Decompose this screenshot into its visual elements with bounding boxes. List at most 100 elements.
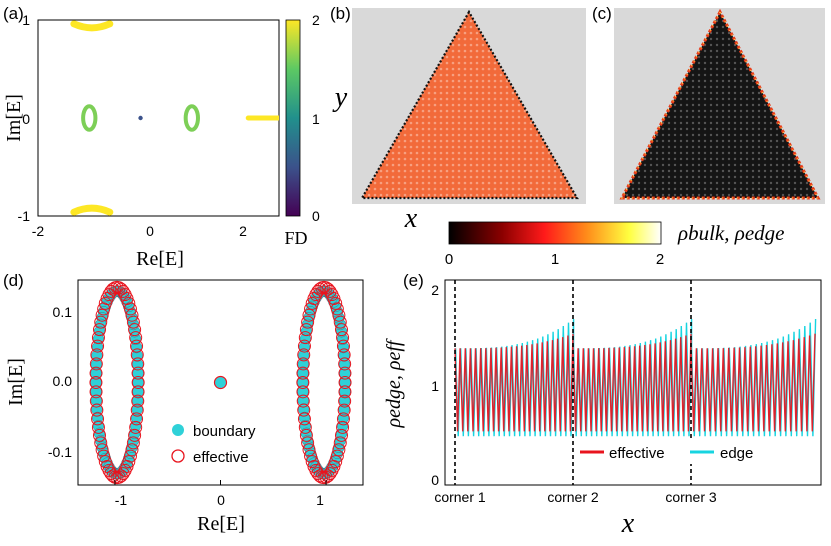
- effective-point: [130, 412, 144, 426]
- effective-point: [130, 348, 144, 362]
- panel-d-label: (d): [3, 271, 24, 290]
- d-ylabel: Im[E]: [5, 358, 27, 406]
- effective-point: [297, 348, 311, 362]
- effective-point: [338, 385, 352, 399]
- effective-point: [131, 366, 145, 380]
- fd-colorbar: [285, 19, 301, 217]
- panel-a-axes: [37, 19, 280, 217]
- panel-c: (c): [592, 4, 825, 204]
- effective-point: [332, 443, 346, 457]
- a-ytick: 1: [22, 12, 30, 28]
- effective-point: [213, 375, 228, 390]
- effective-point: [97, 302, 111, 316]
- effective-point: [338, 366, 352, 380]
- effective-point: [311, 284, 325, 298]
- effective-point: [94, 315, 108, 329]
- panel-a-yticks: 1 0 -1: [18, 12, 31, 224]
- effective-point: [297, 339, 311, 353]
- effective-point: [338, 357, 352, 371]
- panel-e-marks: [454, 318, 817, 437]
- effective-point: [302, 308, 316, 322]
- hot-colorbar: 0 1 2 ρbulk, ρedge: [445, 221, 785, 268]
- effective-point: [91, 331, 105, 345]
- effective-point: [125, 308, 139, 322]
- effective-point: [336, 339, 350, 353]
- effective-point: [104, 284, 118, 298]
- effective-point: [334, 323, 348, 337]
- effective-point: [296, 385, 310, 399]
- panel-e-label: (e): [403, 271, 424, 290]
- effective-point: [128, 428, 142, 442]
- effective-point: [305, 296, 319, 310]
- effective-point: [129, 420, 143, 434]
- effective-point: [95, 443, 109, 457]
- effective-point: [296, 357, 310, 371]
- effective-point: [333, 315, 347, 329]
- d-ytick: 0.0: [53, 373, 73, 389]
- panel-a-marks: [70, 20, 279, 216]
- e-ytick: 1: [431, 378, 439, 394]
- e-legend-box: [577, 440, 777, 464]
- effective-point: [125, 443, 139, 457]
- effective-point: [130, 339, 144, 353]
- effective-point: [329, 455, 343, 469]
- effective-point: [301, 315, 315, 329]
- effective-point: [131, 394, 145, 408]
- effective-point: [323, 467, 337, 481]
- d-xtick: -1: [115, 492, 128, 508]
- effective-point: [332, 308, 346, 322]
- panel-b: (b) y x: [330, 4, 586, 234]
- a-xtick: 2: [239, 223, 247, 239]
- e-legend-effective: effective: [609, 445, 665, 462]
- effective-point: [89, 366, 103, 380]
- panel-e: (e) 2 1 0 corner 1 corner 2 corner 3 x ρ…: [383, 271, 822, 539]
- legend-effective-marker: [171, 449, 185, 463]
- effective-point: [297, 403, 311, 417]
- corner-3-label: corner 3: [665, 489, 717, 505]
- b-xlabel: x: [404, 203, 418, 234]
- effective-point: [336, 420, 350, 434]
- fd-ring: [81, 104, 98, 132]
- a-xtick: -2: [32, 223, 45, 239]
- effective-point: [298, 331, 312, 345]
- effective-point: [301, 436, 315, 450]
- a-xtick: 0: [146, 223, 154, 239]
- effective-point: [130, 403, 144, 417]
- fd-tick: 0: [312, 208, 320, 224]
- e-ytick: 0: [431, 472, 439, 488]
- effective-point: [91, 339, 105, 353]
- effective-point: [298, 420, 312, 434]
- effective-point: [94, 436, 108, 450]
- effective-point: [330, 449, 344, 463]
- effective-point: [338, 376, 352, 389]
- e-ylabel: ρedge, ρeff: [383, 338, 405, 428]
- boundary-point: [215, 377, 226, 388]
- fd-arc: [70, 204, 114, 216]
- effective-point: [116, 467, 130, 481]
- panel-d-marks: [89, 280, 352, 485]
- effective-point: [93, 323, 107, 337]
- effective-point: [336, 412, 350, 426]
- effective-point: [131, 357, 145, 371]
- effective-point: [89, 357, 103, 371]
- effective-point: [128, 323, 142, 337]
- e-ytick: 2: [431, 282, 439, 298]
- corner-2-label: corner 2: [547, 489, 599, 505]
- effective-point: [296, 376, 310, 389]
- effective-point: [91, 420, 105, 434]
- fd-point: [138, 115, 143, 121]
- effective-point: [98, 296, 112, 310]
- a-ytick: -1: [18, 208, 31, 224]
- edge-triangle-highlight: [621, 10, 819, 199]
- effective-point: [297, 412, 311, 426]
- hot-tick: 1: [551, 251, 559, 268]
- fd-ring: [183, 104, 200, 132]
- d-ytick: -0.1: [48, 444, 72, 460]
- effective-point: [93, 428, 107, 442]
- effective-point: [131, 385, 145, 399]
- effective-point: [334, 428, 348, 442]
- effective-point: [131, 376, 145, 389]
- panel-b-label: (b): [330, 4, 351, 23]
- effective-series-line: [454, 333, 816, 432]
